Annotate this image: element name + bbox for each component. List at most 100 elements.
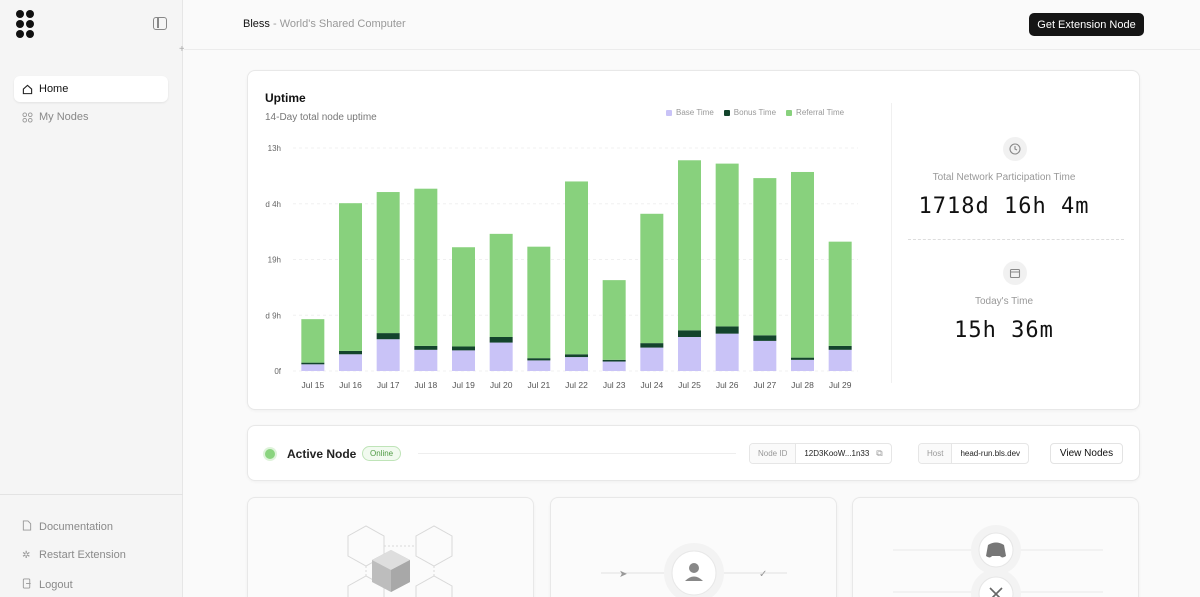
today-time-value: 15h 36m bbox=[954, 318, 1054, 343]
clock-icon bbox=[1003, 137, 1027, 161]
bar-base-time[interactable] bbox=[828, 349, 852, 371]
uptime-card: Uptime 14-Day total node uptime Base Tim… bbox=[247, 70, 1140, 410]
brand-name: Bless bbox=[243, 18, 270, 30]
svg-text:✓: ✓ bbox=[759, 569, 767, 580]
legend-item-base: Base Time bbox=[666, 108, 714, 117]
bar-referral-time[interactable] bbox=[489, 233, 513, 337]
node-id-field: Node ID 12D3KooW...1n33 ⧉ bbox=[749, 443, 892, 464]
sidebar-item-documentation[interactable]: Documentation bbox=[22, 520, 113, 534]
profile-illustration: ➤ ✓ bbox=[601, 543, 787, 597]
bar-bonus-time[interactable] bbox=[715, 326, 739, 334]
bar-base-time[interactable] bbox=[414, 349, 438, 371]
sidebar-divider bbox=[0, 494, 183, 495]
sidebar-toggle-icon[interactable] bbox=[153, 17, 167, 30]
host-value: head-run.bls.dev bbox=[960, 449, 1021, 458]
bar-referral-time[interactable] bbox=[339, 203, 362, 351]
sidebar-item-restart-extension[interactable]: ✲ Restart Extension bbox=[22, 549, 126, 561]
get-extension-node-button[interactable]: Get Extension Node bbox=[1029, 13, 1144, 36]
bar-referral-time[interactable] bbox=[565, 181, 588, 355]
sidebar-item-label: Restart Extension bbox=[39, 549, 126, 561]
bar-base-time[interactable] bbox=[678, 336, 701, 371]
sidebar-item-label: Home bbox=[39, 83, 69, 95]
x-tick-label: Jul 19 bbox=[452, 380, 475, 390]
bar-base-time[interactable] bbox=[301, 364, 325, 371]
bar-referral-time[interactable] bbox=[791, 171, 814, 358]
bar-bonus-time[interactable] bbox=[527, 358, 551, 361]
chart-legend: Base Time Bonus Time Referral Time bbox=[666, 108, 844, 117]
legend-label: Bonus Time bbox=[733, 108, 777, 117]
legend-item-bonus: Bonus Time bbox=[723, 108, 777, 117]
bar-bonus-time[interactable] bbox=[489, 336, 513, 343]
bar-base-time[interactable] bbox=[640, 347, 664, 371]
x-tick-label: Jul 26 bbox=[716, 380, 739, 390]
bar-bonus-time[interactable] bbox=[339, 350, 362, 355]
sidebar-item-home[interactable]: Home bbox=[14, 76, 168, 102]
total-time-label: Total Network Participation Time bbox=[932, 172, 1076, 183]
node-id-value: 12D3KooW...1n33 ⧉ bbox=[796, 444, 890, 463]
x-tick-label: Jul 27 bbox=[753, 380, 776, 390]
bar-base-time[interactable] bbox=[376, 339, 400, 371]
bar-base-time[interactable] bbox=[602, 361, 626, 371]
node-divider-line bbox=[418, 453, 736, 454]
bar-referral-time[interactable] bbox=[452, 247, 475, 347]
x-tick-label: Jul 24 bbox=[640, 380, 663, 390]
legend-label: Base Time bbox=[676, 108, 714, 117]
bar-referral-time[interactable] bbox=[753, 178, 777, 336]
bar-bonus-time[interactable] bbox=[791, 357, 814, 360]
bar-base-time[interactable] bbox=[527, 360, 551, 371]
y-tick-label: 13h bbox=[268, 144, 281, 153]
bar-referral-time[interactable] bbox=[376, 192, 400, 334]
bar-bonus-time[interactable] bbox=[376, 333, 400, 340]
bar-bonus-time[interactable] bbox=[602, 359, 626, 362]
x-tick-label: Jul 20 bbox=[490, 380, 513, 390]
bar-bonus-time[interactable] bbox=[753, 335, 777, 341]
bar-referral-time[interactable] bbox=[828, 241, 852, 346]
sidebar-item-my-nodes[interactable]: My Nodes bbox=[14, 104, 168, 130]
x-tick-label: Jul 18 bbox=[414, 380, 437, 390]
node-id-text: 12D3KooW...1n33 bbox=[804, 449, 870, 458]
bar-bonus-time[interactable] bbox=[678, 330, 701, 337]
x-tick-label: Jul 25 bbox=[678, 380, 701, 390]
bar-referral-time[interactable] bbox=[678, 160, 701, 331]
bar-base-time[interactable] bbox=[715, 333, 739, 371]
sidebar-item-label: Logout bbox=[39, 579, 73, 591]
document-icon bbox=[22, 520, 33, 534]
bar-referral-time[interactable] bbox=[414, 188, 438, 346]
app-title: Bless - World's Shared Computer bbox=[243, 18, 406, 30]
y-tick-label: 0f bbox=[274, 367, 281, 376]
cubes-illustration bbox=[347, 525, 453, 597]
x-tick-label: Jul 21 bbox=[527, 380, 550, 390]
sidebar-item-logout[interactable]: Logout bbox=[22, 578, 73, 592]
sidebar-item-label: Documentation bbox=[39, 521, 113, 533]
bar-base-time[interactable] bbox=[791, 359, 814, 371]
bar-referral-time[interactable] bbox=[301, 319, 325, 363]
host-field: Host head-run.bls.dev bbox=[918, 443, 1030, 464]
node-id-label: Node ID bbox=[750, 444, 797, 463]
bar-referral-time[interactable] bbox=[715, 163, 739, 327]
bar-base-time[interactable] bbox=[339, 354, 362, 371]
bar-bonus-time[interactable] bbox=[414, 345, 438, 350]
bar-referral-time[interactable] bbox=[527, 246, 551, 359]
copy-icon[interactable]: ⧉ bbox=[876, 448, 883, 458]
bar-bonus-time[interactable] bbox=[452, 346, 475, 351]
bar-base-time[interactable] bbox=[753, 340, 777, 371]
bar-referral-time[interactable] bbox=[640, 213, 664, 344]
feature-card-social bbox=[852, 497, 1139, 597]
active-node-card: Active Node Online Node ID 12D3KooW...1n… bbox=[247, 425, 1140, 481]
bar-base-time[interactable] bbox=[565, 357, 588, 371]
view-nodes-button[interactable]: View Nodes bbox=[1050, 443, 1123, 464]
bar-bonus-time[interactable] bbox=[301, 362, 325, 365]
bar-base-time[interactable] bbox=[489, 342, 513, 371]
bar-bonus-time[interactable] bbox=[828, 345, 852, 350]
feature-card-nodes bbox=[247, 497, 534, 597]
bar-bonus-time[interactable] bbox=[640, 343, 664, 348]
bar-referral-time[interactable] bbox=[602, 280, 626, 360]
x-tick-label: Jul 17 bbox=[377, 380, 400, 390]
bless-logo[interactable] bbox=[16, 10, 36, 38]
legend-item-referral: Referral Time bbox=[786, 108, 844, 117]
bar-bonus-time[interactable] bbox=[565, 354, 588, 358]
sidebar: + Home My Nodes Documentation ✲ Restart … bbox=[0, 0, 185, 597]
y-tick-label: 19h bbox=[268, 256, 281, 265]
bar-base-time[interactable] bbox=[452, 350, 475, 371]
x-tick-label: Jul 22 bbox=[565, 380, 588, 390]
